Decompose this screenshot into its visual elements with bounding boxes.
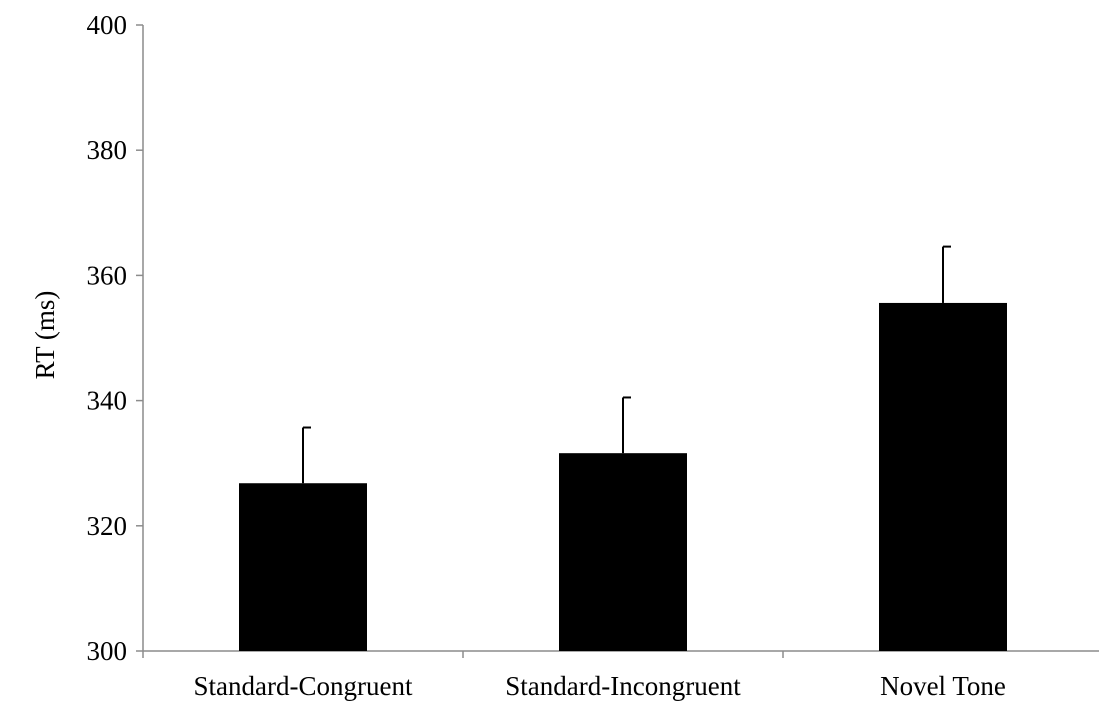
bars-group [239, 302, 1007, 651]
x-category-label: Novel Tone [880, 671, 1006, 701]
y-axis: 300 320 340 360 380 400 [87, 10, 144, 666]
y-tick-label: 340 [87, 386, 128, 416]
bar [239, 483, 367, 651]
error-bars-group [302, 245, 951, 484]
y-tick-label: 360 [87, 260, 128, 290]
y-tick-label: 380 [87, 135, 128, 165]
x-category-label: Standard-Incongruent [505, 671, 741, 701]
bar [879, 302, 1007, 651]
x-category-label: Standard-Congruent [194, 671, 413, 701]
bar [559, 453, 687, 651]
y-axis-title: RT (ms) [30, 291, 60, 380]
x-axis: Standard-Congruent Standard-Incongruent No… [142, 650, 1099, 701]
y-tick-label: 400 [87, 10, 128, 40]
y-tick-label: 300 [87, 636, 128, 666]
y-tick-label: 320 [87, 511, 128, 541]
